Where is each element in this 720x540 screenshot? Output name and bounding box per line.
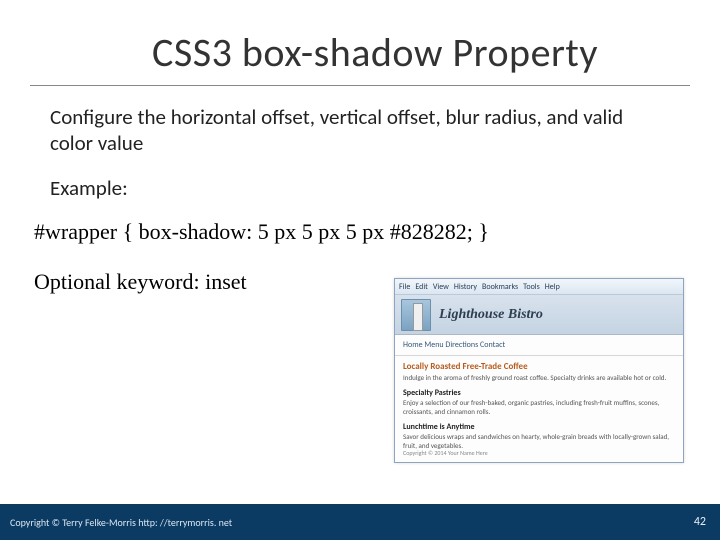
site-nav: Home Menu Directions Contact xyxy=(395,335,683,356)
site-header: Lighthouse Bistro xyxy=(395,295,683,335)
menu-bookmarks: Bookmarks xyxy=(482,282,518,294)
description-text: Configure the horizontal offset, vertica… xyxy=(0,104,720,157)
menu-file: File xyxy=(399,282,410,294)
menu-edit: Edit xyxy=(415,282,428,294)
menu-history: History xyxy=(454,282,477,294)
code-example: #wrapper { box-shadow: 5 px 5 px 5 px #8… xyxy=(0,219,720,245)
browser-menubar: File Edit View History Bookmarks Tools H… xyxy=(395,279,683,295)
content-sub-2: Lunchtime is Anytime xyxy=(403,422,675,432)
menu-help: Help xyxy=(545,282,560,294)
content-headline-1: Locally Roasted Free-Trade Coffee xyxy=(403,361,675,372)
content-sub-1: Specialty Pastries xyxy=(403,388,675,398)
content-para-1: Indulge in the aroma of freshly ground r… xyxy=(403,374,675,382)
embedded-browser-screenshot: File Edit View History Bookmarks Tools H… xyxy=(394,278,684,463)
menu-tools: Tools xyxy=(523,282,540,294)
page-number: 42 xyxy=(694,515,706,529)
copyright-text: Copyright © Terry Felke-Morris http: //t… xyxy=(10,516,232,529)
content-para-2: Enjoy a selection of our fresh-baked, or… xyxy=(403,399,675,416)
site-content: Locally Roasted Free-Trade Coffee Indulg… xyxy=(395,356,683,461)
site-footer: Copyright © 2014 Your Name Here xyxy=(395,447,496,459)
lighthouse-icon xyxy=(401,299,431,331)
site-name: Lighthouse Bistro xyxy=(439,307,543,323)
slide-title: CSS3 box-shadow Property xyxy=(30,0,690,86)
slide-footer: Copyright © Terry Felke-Morris http: //t… xyxy=(0,504,720,540)
example-label: Example: xyxy=(0,175,720,201)
menu-view: View xyxy=(433,282,449,294)
